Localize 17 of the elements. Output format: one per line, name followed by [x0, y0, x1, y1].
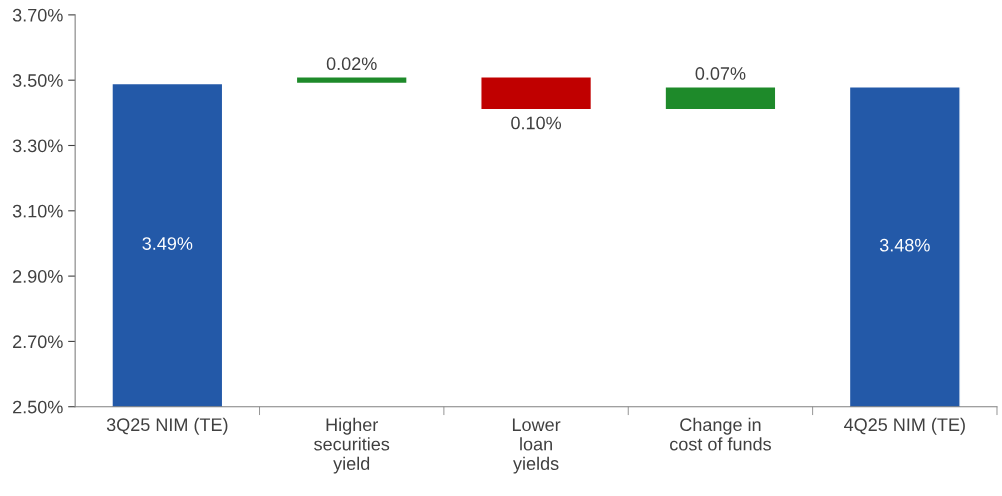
y-tick-label: 3.30% [12, 139, 63, 153]
x-tick-label: Lower loan yields [512, 418, 561, 474]
x-tick-label: Change in cost of funds [670, 417, 771, 451]
x-tick-label: 4Q25 NIM (TE) [844, 417, 965, 435]
y-tick-label: 2.70% [13, 335, 63, 349]
data-label: 3.48% [879, 238, 930, 252]
y-tick-label: 3.70% [12, 8, 63, 22]
data-label: 0.07% [695, 67, 746, 80]
data-label: 0.02% [326, 57, 377, 71]
y-tick-label: 3.10% [12, 204, 63, 218]
y-tick-label: 3.50% [12, 74, 63, 87]
data-label: 3.49% [142, 237, 193, 250]
x-tick-label: 3Q25 NIM (TE) [106, 417, 228, 435]
y-tick-label: 2.90% [13, 270, 63, 283]
data-label: 0.10% [511, 116, 562, 130]
x-tick-label: Higher securities yield [314, 417, 390, 474]
y-tick-label: 2.50% [13, 400, 63, 414]
